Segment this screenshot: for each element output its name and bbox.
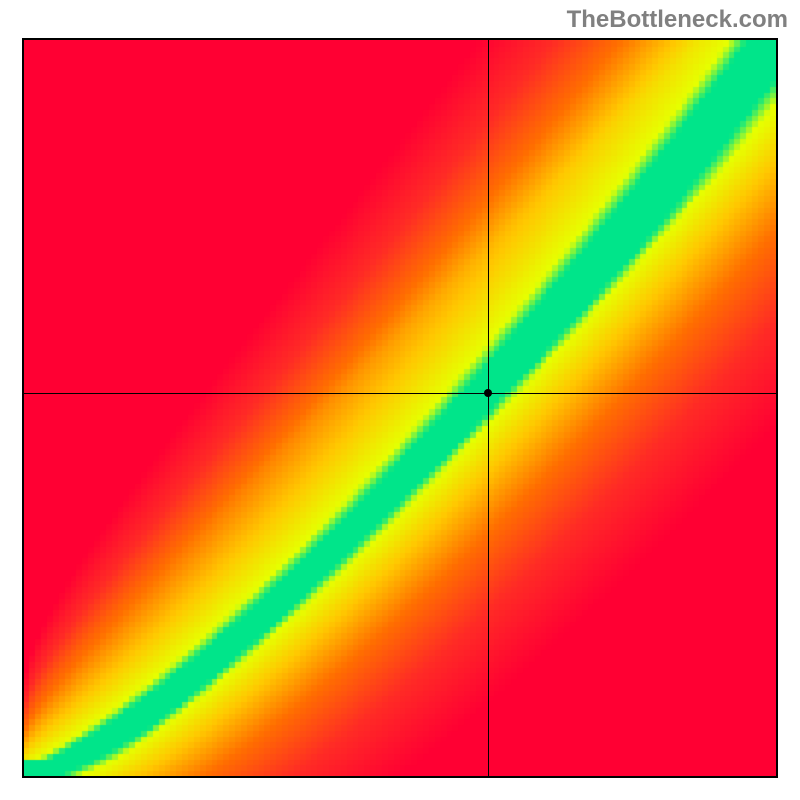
page-root: TheBottleneck.com [0,0,800,800]
crosshair-marker [484,389,492,397]
crosshair-horizontal [24,393,776,394]
bottleneck-heatmap [24,40,776,776]
watermark-label: TheBottleneck.com [567,6,788,34]
crosshair-vertical [488,40,489,776]
